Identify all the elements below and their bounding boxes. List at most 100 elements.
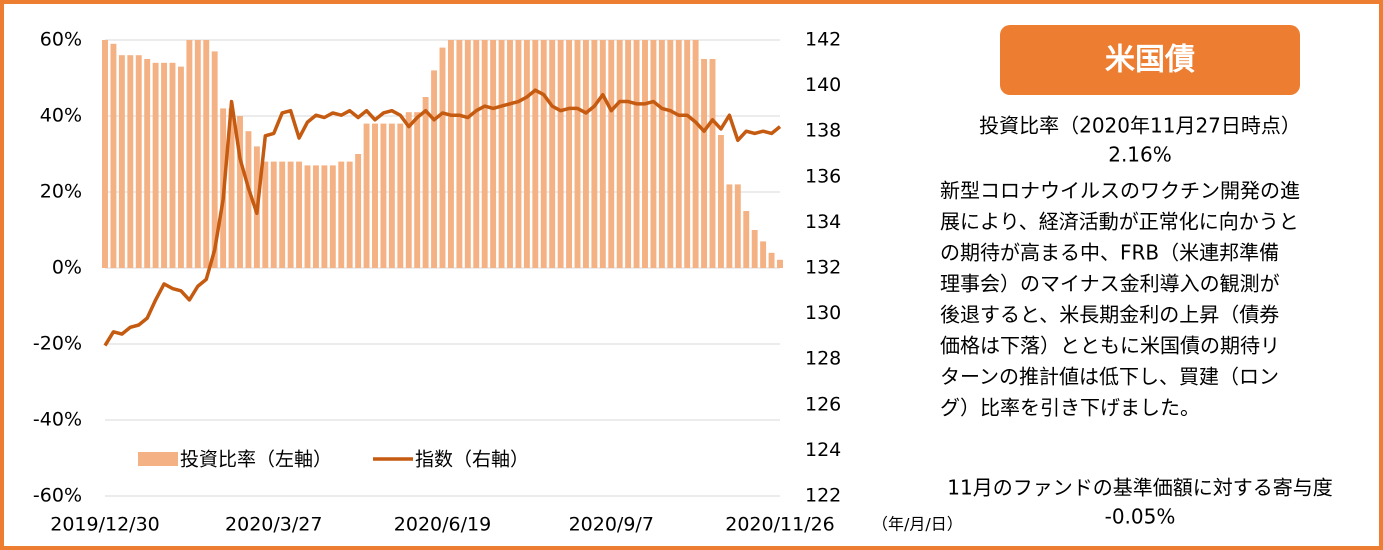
bar (633, 40, 640, 268)
bar (540, 40, 547, 268)
bar (532, 40, 539, 268)
bar (456, 40, 463, 268)
bar (625, 40, 632, 268)
bar (726, 184, 733, 268)
panel-body-line: グ）比率を引き下げました。 (940, 396, 1200, 420)
bar (566, 40, 573, 268)
panel-body-line: 展により、経済活動が正常化に向かうと (940, 210, 1299, 234)
bar (287, 161, 294, 268)
bar (355, 154, 362, 268)
bar (481, 40, 488, 268)
bar (507, 40, 513, 268)
bar (245, 131, 252, 268)
bar (515, 40, 522, 268)
bar (279, 161, 286, 268)
bar (237, 116, 243, 268)
line (103, 88, 782, 347)
bar (616, 40, 623, 268)
bar (372, 123, 378, 268)
y-tick-label: 60% (40, 29, 82, 51)
bar (422, 97, 429, 268)
bar (228, 108, 235, 269)
x-tick-label: 2020/9/7 (569, 514, 654, 536)
y2-tick-label: 128 (805, 348, 841, 370)
bar (110, 43, 117, 268)
legend-swatch (138, 452, 178, 466)
panel-body-line: 価格は下落）とともに米国債の期待リ (940, 334, 1280, 358)
y-tick-label: 40% (40, 105, 82, 127)
y2-tick-label: 138 (805, 120, 841, 142)
panel-body-line: 理事会）のマイナス金利導入の観測が (940, 272, 1280, 296)
bar (312, 165, 319, 268)
bar (608, 40, 615, 268)
y2-tick-label: 130 (805, 302, 841, 324)
panel-body-line: 後退すると、米長期金利の上昇（債券 (940, 303, 1279, 327)
bar (135, 55, 142, 269)
y-tick-label: 20% (40, 181, 82, 203)
bar (675, 40, 682, 268)
bar (650, 40, 657, 268)
bar (262, 161, 269, 268)
contribution-label: 11月のファンドの基準価額に対する寄与度 (947, 476, 1332, 500)
bar (667, 40, 674, 268)
bar (709, 59, 716, 268)
bar (169, 62, 176, 268)
x-tick-label: 2020/6/19 (394, 514, 491, 536)
bar (346, 161, 353, 268)
bar (447, 40, 454, 268)
panel-title-box (1000, 25, 1300, 95)
bar (127, 55, 134, 269)
bar (152, 62, 159, 268)
bar (760, 241, 767, 268)
bar (523, 40, 530, 268)
bar (557, 40, 564, 268)
bar (692, 40, 699, 268)
bar (338, 161, 345, 268)
bar (658, 40, 665, 268)
bar (118, 55, 125, 269)
y2-tick-label: 126 (805, 393, 841, 415)
bar (414, 112, 421, 268)
bar (439, 47, 446, 268)
bar (363, 123, 370, 268)
x-unit: （年/月/日） (872, 515, 963, 534)
bar (642, 40, 648, 268)
bar (777, 259, 783, 268)
y2-tick-label: 142 (805, 29, 841, 51)
y2-tick-label: 122 (805, 485, 841, 507)
x-tick-label: 2020/11/26 (725, 514, 835, 536)
y-tick-label: 0% (52, 257, 82, 279)
bar (701, 59, 708, 268)
panel-body-line: 新型コロナウイルスのワクチン開発の進 (940, 179, 1300, 203)
bar (270, 161, 277, 268)
ratio-value: 2.16% (1108, 143, 1172, 167)
bar (574, 40, 581, 268)
panel-body-line: の期待が高まる中、FRB（米連邦準備 (940, 241, 1279, 265)
bar (296, 161, 303, 268)
bar (431, 70, 438, 269)
bar (144, 59, 151, 268)
bar (684, 40, 691, 268)
bar (591, 40, 598, 268)
bar (194, 40, 201, 268)
x-tick-label: 2020/3/27 (225, 514, 322, 536)
bar (582, 40, 589, 268)
bar (102, 40, 108, 268)
legend-label: 指数（右軸） (415, 449, 529, 471)
bar (211, 51, 218, 269)
y2-tick-label: 136 (805, 165, 841, 187)
bar (743, 211, 750, 268)
panel-title: 米国債 (1105, 43, 1195, 78)
bar (321, 165, 328, 268)
y-tick-label: -20% (33, 333, 82, 355)
contribution-value: -0.05% (1105, 505, 1176, 529)
bar (388, 123, 395, 268)
bar (203, 40, 210, 268)
bar (304, 165, 311, 268)
panel-body-line: ターンの推計値は低下し、買建（ロン (940, 365, 1279, 389)
bar (464, 40, 471, 268)
bar (397, 123, 404, 268)
y-tick-label: -40% (33, 409, 82, 431)
legend-label: 投資比率（左軸） (180, 449, 332, 471)
